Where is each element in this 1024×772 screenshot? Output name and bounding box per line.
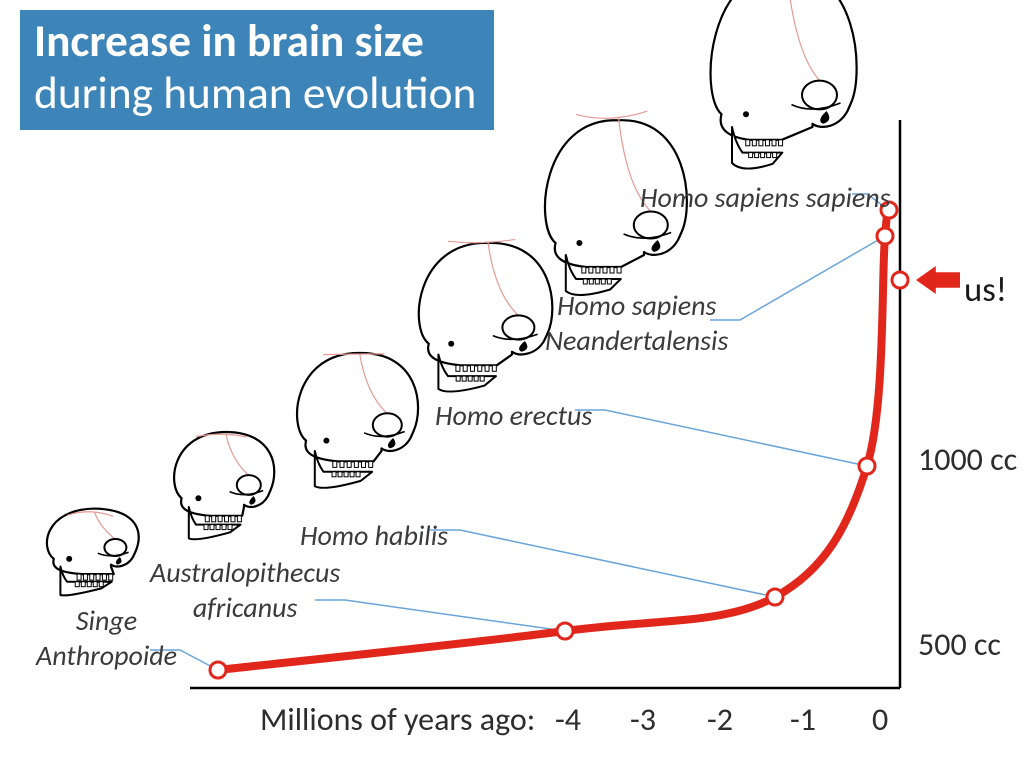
us-marker xyxy=(892,272,908,288)
skull-icon xyxy=(419,239,553,391)
skull-icon xyxy=(297,353,418,488)
skull-icon xyxy=(711,0,857,169)
data-point xyxy=(877,228,893,244)
x-tick: -1 xyxy=(790,700,816,739)
us-label: us! xyxy=(964,269,1007,311)
chart-canvas: { "title": { "line1": "Increase in brain… xyxy=(0,0,1024,772)
species-label: Homo sapiens Neandertalensis xyxy=(545,288,728,358)
y-tick: 1000 cc xyxy=(918,440,1017,479)
arrow-left-icon xyxy=(916,266,960,294)
species-label: Homo sapiens sapiens xyxy=(640,180,891,215)
species-label: Australopithecus africanus xyxy=(150,555,340,625)
y-tick: 500 cc xyxy=(918,625,1001,664)
data-point xyxy=(557,623,573,639)
data-point xyxy=(859,458,875,474)
skull-icon xyxy=(47,509,139,596)
x-tick: 0 xyxy=(872,700,888,739)
x-axis-label: Millions of years ago: xyxy=(260,700,535,739)
x-tick: -2 xyxy=(707,700,733,739)
data-point xyxy=(767,589,783,605)
species-label: Homo erectus xyxy=(435,398,592,433)
species-label: Homo habilis xyxy=(300,518,448,553)
x-tick: -3 xyxy=(630,700,656,739)
skull-icon xyxy=(174,432,274,539)
x-tick: -4 xyxy=(555,700,581,739)
data-point xyxy=(210,662,226,678)
